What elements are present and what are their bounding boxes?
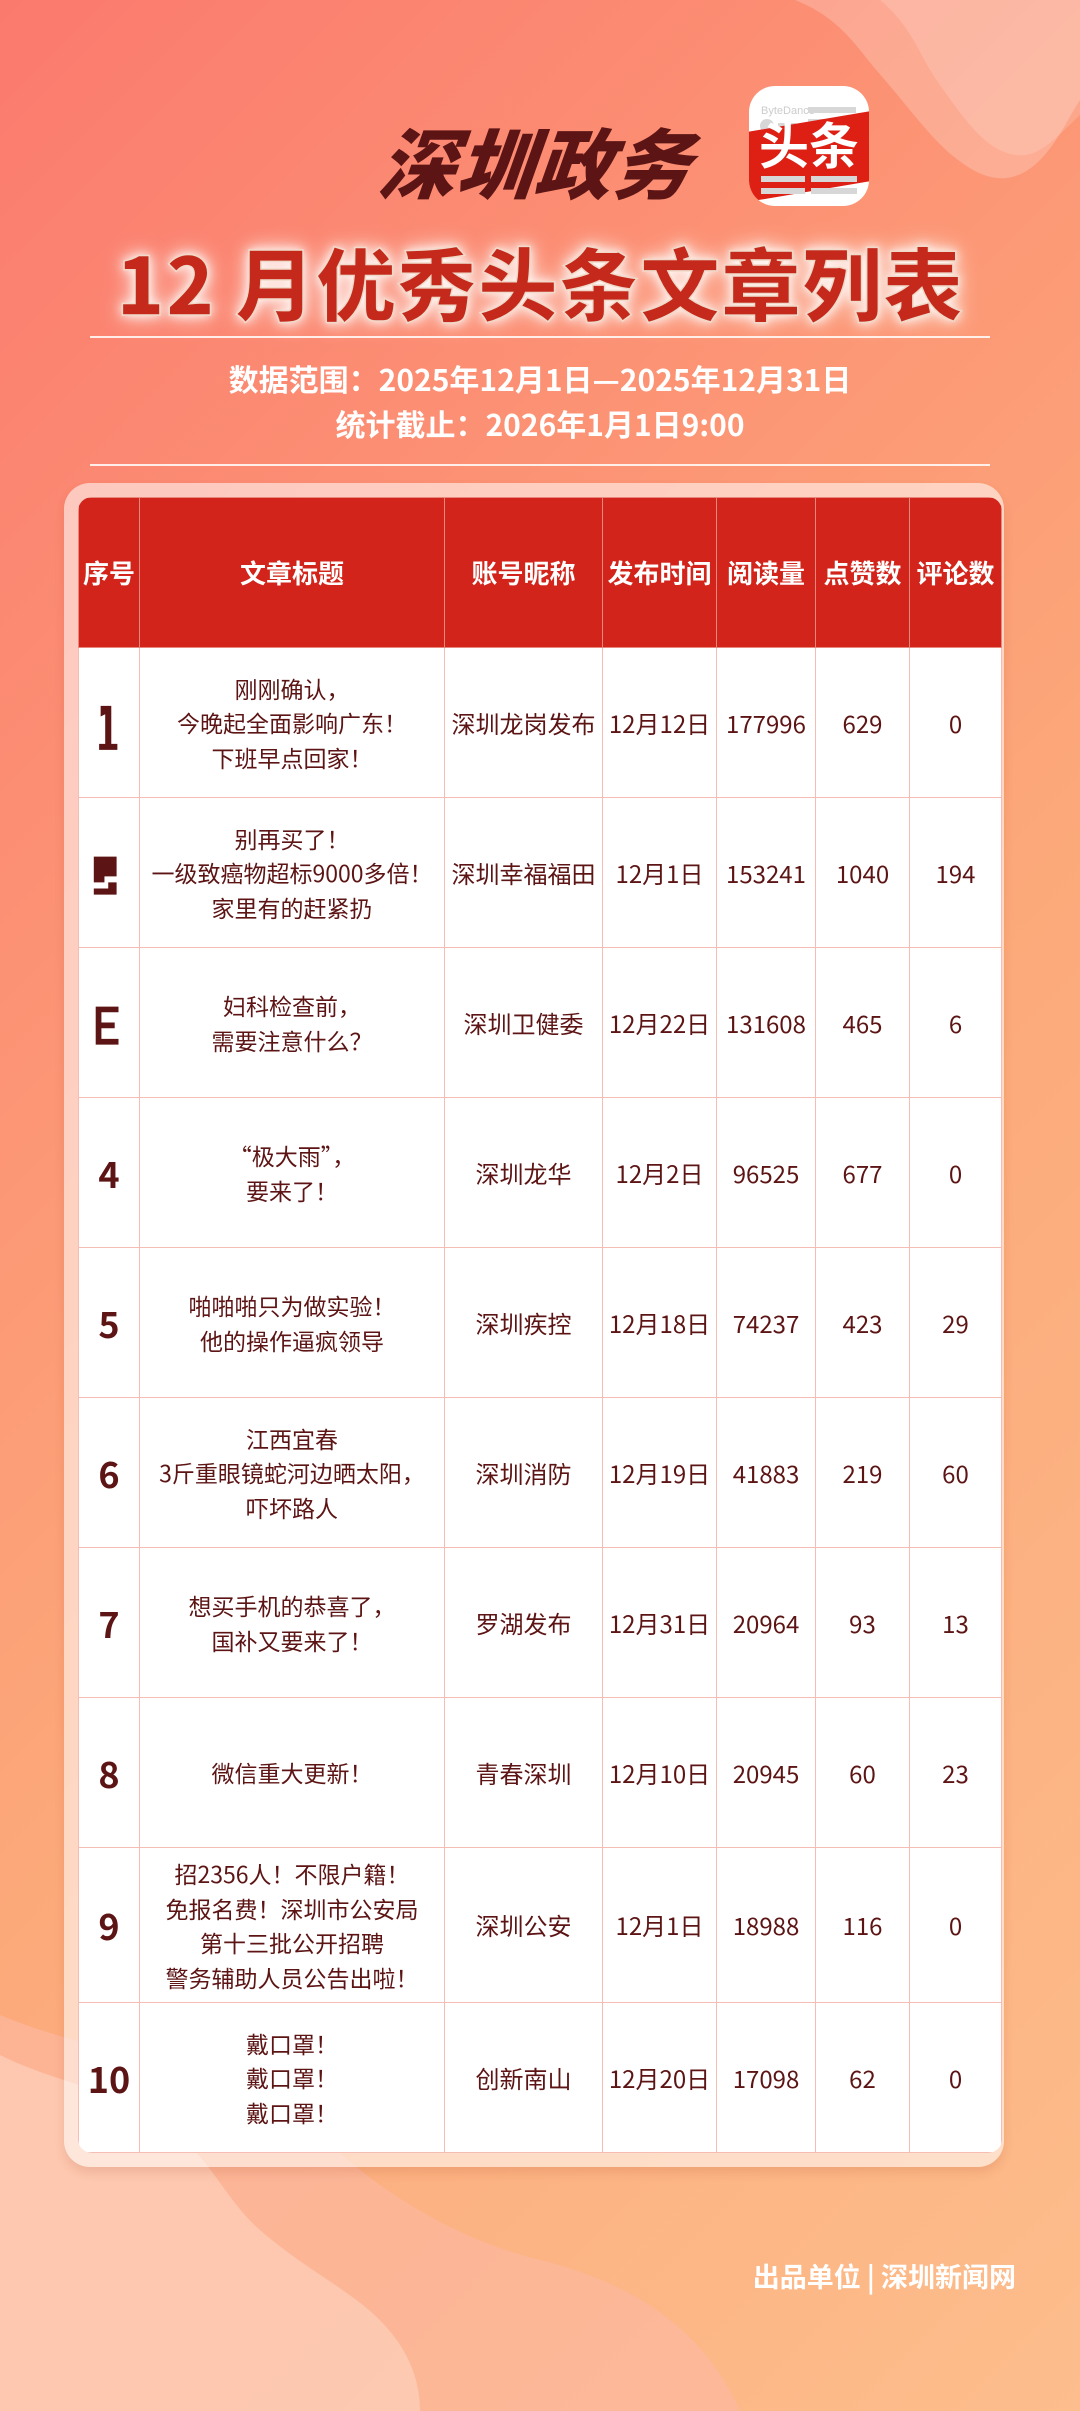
svg-text:头条: 头条: [759, 107, 859, 179]
